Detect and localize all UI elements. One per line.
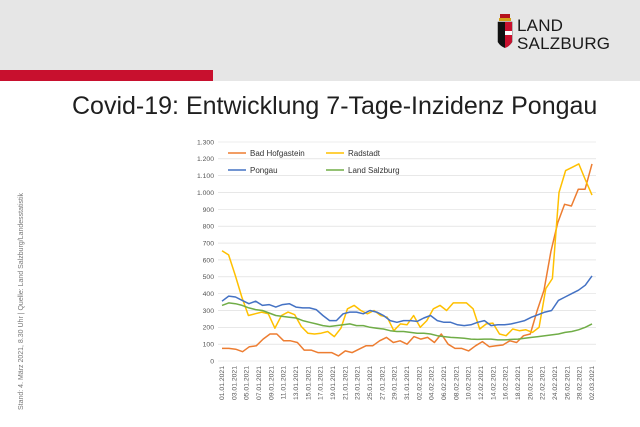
x-tick-label: 05.01.2021 [244, 366, 251, 400]
y-tick-label: 1.200 [197, 156, 214, 163]
legend-label-bad-hofgastein: Bad Hofgastein [250, 149, 305, 158]
y-tick-label: 100 [203, 342, 215, 349]
x-tick-label: 29.01.2021 [392, 366, 399, 400]
x-tick-label: 02.02.2021 [416, 366, 423, 400]
y-tick-label: 200 [203, 325, 215, 332]
x-tick-label: 09.01.2021 [268, 366, 275, 400]
x-tick-label: 06.02.2021 [441, 366, 448, 400]
chart-legend: Bad Hofgastein Radstadt Pongau Land Salzbur… [228, 149, 400, 175]
y-tick-label: 0 [210, 358, 214, 365]
series-lines [221, 163, 593, 357]
series-line-radstadt [221, 163, 593, 338]
x-tick-label: 23.01.2021 [355, 366, 362, 400]
chart-grid [218, 141, 596, 362]
legend-label-land-salzburg: Land Salzburg [348, 166, 400, 175]
incidence-line-chart: 0 100 200 300 400 500 600 700 800 900 1.000 1.100 1.… [197, 139, 596, 400]
x-tick-label: 02.03.2021 [589, 366, 596, 400]
y-tick-label: 1.300 [197, 139, 214, 146]
x-tick-label: 19.01.2021 [330, 366, 337, 400]
x-tick-label: 14.02.2021 [490, 366, 497, 400]
y-tick-label: 500 [203, 274, 215, 281]
x-tick-label: 21.01.2021 [342, 366, 349, 400]
x-tick-label: 15.01.2021 [305, 366, 312, 400]
y-tick-label: 300 [203, 308, 215, 315]
y-tick-label: 1.000 [197, 190, 214, 197]
x-tick-label: 17.01.2021 [318, 366, 325, 400]
x-tick-label: 28.02.2021 [577, 366, 584, 400]
y-tick-label: 700 [203, 240, 215, 247]
x-tick-label: 31.01.2021 [404, 366, 411, 400]
x-tick-label: 22.02.2021 [540, 366, 547, 400]
x-tick-label: 20.02.2021 [527, 366, 534, 400]
coat-of-arms-icon [497, 14, 513, 48]
x-tick-label: 26.02.2021 [564, 366, 571, 400]
x-tick-label: 11.01.2021 [281, 366, 288, 400]
page-title: Covid-19: Entwicklung 7-Tage-Inzidenz Po… [72, 92, 598, 120]
x-tick-label: 01.01.2021 [219, 366, 226, 400]
series-line-land-salzburg [221, 302, 593, 341]
x-tick-label: 24.02.2021 [552, 366, 559, 400]
brand-line-2: SALZBURG [517, 34, 611, 53]
source-note: Stand: 4. März 2021, 8.30 Uhr | Quelle: … [18, 193, 25, 410]
y-tick-label: 400 [203, 291, 215, 298]
y-tick-label: 800 [203, 224, 215, 231]
x-tick-label: 07.01.2021 [256, 366, 263, 400]
x-axis-ticks: 01.01.2021 03.01.2021 05.01.2021 07.01.2021… [219, 366, 596, 400]
x-tick-label: 18.02.2021 [515, 366, 522, 400]
series-line-pongau [221, 275, 593, 327]
x-tick-label: 25.01.2021 [367, 366, 374, 400]
header-red-accent [0, 70, 213, 81]
x-tick-label: 27.01.2021 [379, 366, 386, 400]
x-tick-label: 12.02.2021 [478, 366, 485, 400]
x-tick-label: 08.02.2021 [453, 366, 460, 400]
land-salzburg-logo: LAND SALZBURG [497, 14, 617, 56]
legend-label-radstadt: Radstadt [348, 149, 381, 158]
header-grey-accent [213, 70, 640, 81]
y-tick-label: 600 [203, 257, 215, 264]
y-tick-label: 1.100 [197, 173, 214, 180]
x-tick-label: 04.02.2021 [429, 366, 436, 400]
x-tick-label: 16.02.2021 [503, 366, 510, 400]
y-tick-label: 900 [203, 207, 215, 214]
legend-label-pongau: Pongau [250, 166, 278, 175]
x-tick-label: 03.01.2021 [231, 366, 238, 400]
y-axis-ticks: 0 100 200 300 400 500 600 700 800 900 1.000 1.100 1.… [197, 139, 214, 365]
x-tick-label: 10.02.2021 [466, 366, 473, 400]
series-line-bad-hofgastein [222, 163, 593, 357]
header-bar [0, 0, 640, 70]
x-tick-label: 13.01.2021 [293, 366, 300, 400]
brand-line-1: LAND [517, 16, 564, 35]
